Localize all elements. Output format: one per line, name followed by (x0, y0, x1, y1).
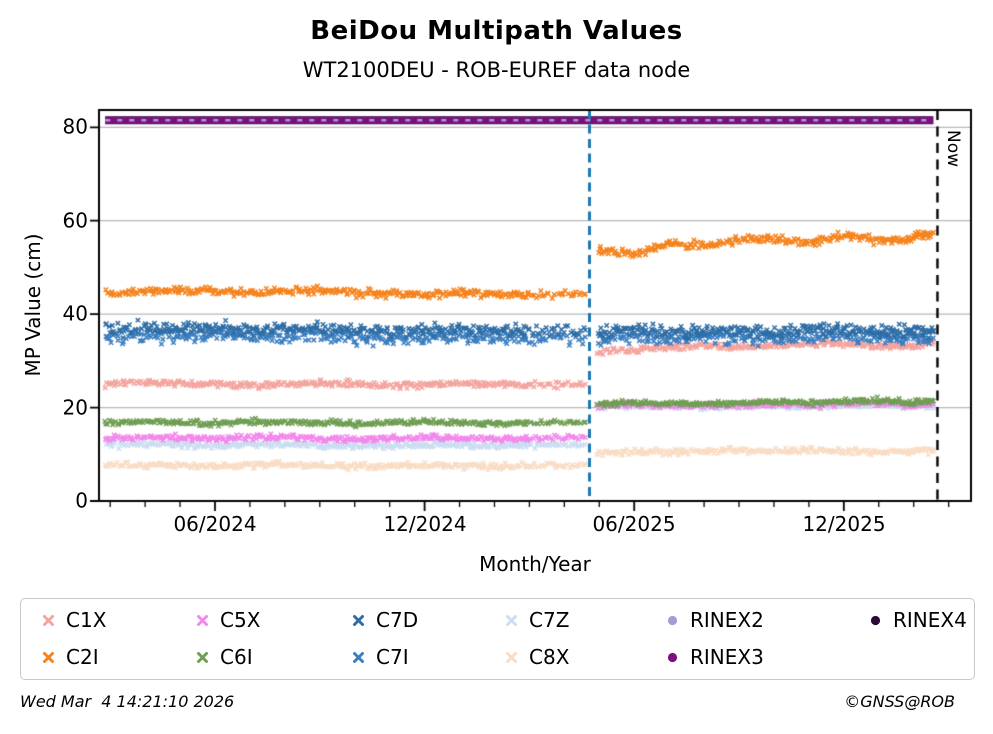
legend-item-c1x: C1X (42, 607, 106, 633)
y-tick-20: 20 (62, 395, 88, 420)
legend-item-rinex4: RINEX4 (869, 607, 967, 633)
legend-marker-rinex4-icon (870, 615, 881, 625)
x-tick-jun2025: 06/2025 (592, 512, 676, 536)
legend-box: C1X C2I C5X C6I C7D C7I C7Z C8X RINEX2 RINEX3 RINE… (20, 598, 975, 680)
y-tick-60: 60 (62, 208, 88, 233)
legend-item-c7z: C7Z (505, 607, 569, 633)
legend-item-c2i: C2I (42, 644, 99, 670)
legend-item-c7i: C7I (352, 644, 409, 670)
y-tick-40: 40 (62, 301, 88, 326)
x-axis-label: Month/Year (479, 552, 591, 576)
legend-label: RINEX2 (690, 608, 764, 632)
legend-marker-c2i-icon (43, 651, 54, 663)
x-tick-jun2024: 06/2024 (173, 512, 257, 536)
y-tick-80: 80 (62, 114, 88, 139)
legend-item-c8x: C8X (505, 644, 569, 670)
legend-label: C6I (220, 645, 253, 669)
x-tick-dec2025: 12/2025 (802, 512, 886, 536)
legend-marker-c7d-icon (353, 614, 364, 626)
legend-marker-c7i-icon (353, 651, 364, 663)
legend-label: RINEX4 (893, 608, 967, 632)
legend-label: C5X (220, 608, 261, 632)
page-title: BeiDou Multipath Values (310, 16, 683, 46)
legend-marker-rinex2-icon (667, 615, 678, 625)
legend-label: C7I (376, 645, 409, 669)
legend-item-rinex3: RINEX3 (666, 644, 764, 670)
now-label: Now (943, 130, 963, 168)
legend-label: C8X (529, 645, 570, 669)
copyright-text: ©GNSS@ROB (844, 692, 955, 711)
y-tick-0: 0 (75, 488, 88, 513)
legend-marker-rinex3-icon (667, 652, 678, 662)
page-subtitle: WT2100DEU - ROB-EUREF data node (302, 58, 691, 82)
legend-label: C1X (66, 608, 107, 632)
legend-marker-c5x-icon (197, 614, 208, 626)
legend-marker-c8x-icon (506, 651, 517, 663)
legend-item-c7d: C7D (352, 607, 418, 633)
legend-item-c5x: C5X (196, 607, 260, 633)
legend-label: C7D (376, 608, 419, 632)
legend-marker-c6i-icon (197, 651, 208, 663)
legend-label: RINEX3 (690, 645, 764, 669)
timestamp-text: Wed Mar 4 14:21:10 2026 (20, 692, 235, 711)
x-tick-dec2024: 12/2024 (383, 512, 467, 536)
legend-item-rinex2: RINEX2 (666, 607, 764, 633)
legend-marker-c7z-icon (506, 614, 517, 626)
legend-marker-c1x-icon (43, 614, 54, 626)
legend-item-c6i: C6I (196, 644, 253, 670)
legend-label: C2I (66, 645, 99, 669)
legend-label: C7Z (529, 608, 570, 632)
